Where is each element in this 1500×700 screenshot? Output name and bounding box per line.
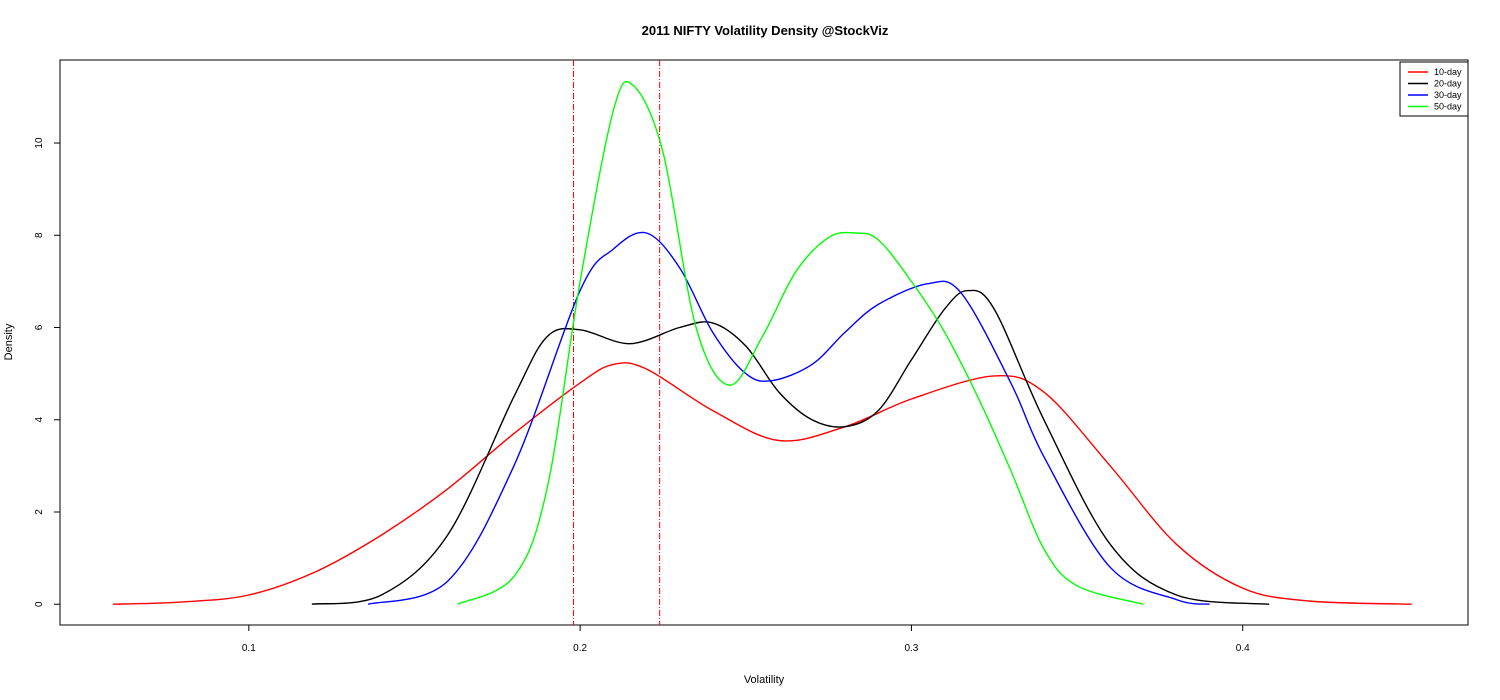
series-line-50-day bbox=[457, 81, 1144, 605]
y-tick-label: 0 bbox=[34, 601, 45, 607]
x-tick-label: 0.1 bbox=[242, 643, 256, 654]
reference-lines bbox=[573, 60, 661, 625]
y-tick-label: 6 bbox=[34, 324, 45, 330]
y-tick-label: 10 bbox=[34, 137, 45, 149]
plot-frame bbox=[59, 59, 1469, 626]
x-axis: 0.1 0.2 0.3 0.4 bbox=[242, 625, 1250, 654]
y-tick-label: 2 bbox=[34, 509, 45, 515]
y-tick-label: 4 bbox=[34, 417, 45, 423]
series-line-20-day bbox=[311, 289, 1270, 605]
legend-label: 50-day bbox=[1434, 102, 1462, 112]
x-axis-label: Volatility bbox=[744, 674, 785, 686]
series-line-30-day bbox=[367, 231, 1210, 605]
legend-label: 10-day bbox=[1434, 67, 1462, 77]
x-tick-label: 0.3 bbox=[904, 643, 918, 654]
legend-label: 20-day bbox=[1434, 79, 1462, 89]
series-line-10-day bbox=[112, 362, 1412, 605]
y-axis: 0 2 4 6 8 10 bbox=[34, 137, 60, 607]
series-lines bbox=[112, 81, 1412, 605]
chart-title: 2011 NIFTY Volatility Density @StockViz bbox=[642, 23, 889, 38]
y-axis-label: Density bbox=[3, 323, 15, 360]
y-tick-label: 8 bbox=[34, 232, 45, 238]
legend-label: 30-day bbox=[1434, 90, 1462, 100]
x-tick-label: 0.4 bbox=[1236, 643, 1250, 654]
x-tick-label: 0.2 bbox=[573, 643, 587, 654]
